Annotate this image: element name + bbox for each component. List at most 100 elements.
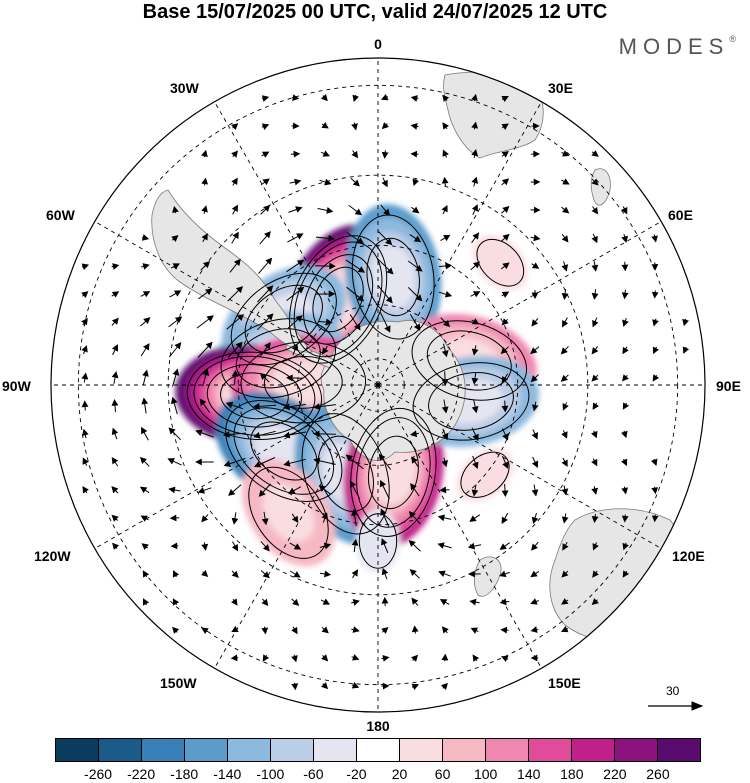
meridian-line [377, 384, 662, 549]
wind-arrow-head [592, 402, 599, 410]
wind-arrow-head [321, 654, 329, 662]
wind-arrow-head [111, 514, 119, 522]
wind-arrow-head [500, 347, 508, 355]
wind-arrow-head [254, 461, 262, 468]
wind-arrow-head [318, 485, 327, 492]
wind-arrow-head [202, 368, 210, 376]
wind-arrow-head [265, 257, 273, 265]
streamline-contour [233, 407, 335, 495]
wind-arrow-head [444, 290, 453, 298]
wind-arrow-head [236, 314, 245, 321]
wind-arrow-head [253, 431, 261, 439]
wind-arrow-head [168, 486, 176, 494]
streamline-contour [356, 417, 431, 528]
wind-arrow-head [172, 205, 179, 213]
wind-arrow-head [622, 374, 629, 382]
wind-arrow-head [231, 570, 239, 578]
wind-arrow-head [111, 486, 119, 494]
wind-arrow-head [173, 290, 182, 297]
wind-arrow-head [561, 264, 569, 272]
wind-arrow-head [261, 518, 269, 526]
wind-arrow-head [82, 486, 89, 494]
wind-arrow-head [562, 403, 569, 411]
wind-arrow-head [378, 453, 386, 461]
streamline-contour [460, 451, 510, 498]
wind-arrow-head [142, 369, 149, 377]
wind-arrow-head [531, 460, 539, 468]
wind-arrow-head [442, 149, 449, 157]
wind-arrow-head [591, 150, 599, 157]
madagascar [590, 168, 611, 206]
wind-arrow-head [352, 654, 360, 661]
wind-arrow-head [437, 542, 445, 549]
colorbar-tick-label: 100 [473, 766, 498, 782]
wind-arrow-head [652, 319, 659, 327]
wind-arrow-head [313, 457, 321, 465]
wind-arrow-head [592, 570, 599, 578]
wind-arrow-head [111, 317, 119, 325]
wind-arrow-head [441, 350, 449, 358]
wind-arrow-head [591, 374, 599, 382]
wind-arrow-head [328, 234, 336, 242]
wind-arrow-head [561, 459, 568, 467]
wind-arrow-head [621, 458, 628, 467]
wind-vectors [81, 93, 690, 691]
wind-arrow-head [354, 208, 363, 216]
wind-arrow-head [262, 544, 270, 552]
wind-arrow-head [381, 596, 389, 604]
wind-arrow-head [201, 205, 208, 213]
streamline-contour [250, 421, 318, 481]
wind-arrow-head [381, 538, 388, 546]
wind-arrow-head [172, 626, 180, 634]
wind-arrow-head [313, 403, 321, 411]
lon-label-150w: 150W [160, 675, 197, 691]
wind-arrow-head [233, 258, 241, 266]
wind-arrow-head [441, 379, 449, 386]
wind-arrow-head [354, 323, 361, 331]
wind-arrow-head [471, 204, 479, 212]
wind-arrow-head [652, 374, 660, 382]
wind-arrow-head [321, 512, 328, 520]
wind-arrow-head [562, 543, 569, 551]
wind-arrow-head [409, 569, 417, 577]
colorbar-tick-label: -140 [213, 766, 242, 782]
wind-arrow-head [381, 179, 388, 188]
landmasses [151, 71, 701, 643]
lon-label-90w: 90W [2, 378, 31, 394]
wind-arrow-head [530, 654, 538, 662]
wind-arrow-head [592, 320, 599, 328]
wind-arrow-head [652, 346, 659, 355]
wind-arrow-head [141, 397, 149, 405]
wind-arrow-head [206, 315, 214, 322]
wind-arrow-head [264, 342, 271, 350]
colorbar-segment [400, 739, 443, 761]
wind-arrow-head [561, 516, 569, 524]
colorbar-segment [615, 739, 658, 761]
wind-arrow-head [205, 341, 213, 349]
colorbar-tick-label: 60 [434, 766, 451, 782]
wind-arrow-head [383, 208, 390, 216]
wind-arrow-head [258, 489, 266, 497]
wind-arrow-head [81, 400, 89, 408]
wind-arrow-head [296, 233, 304, 240]
wind-arrow-head [501, 375, 509, 384]
colorbar-segment [99, 739, 142, 761]
wind-arrow-head [351, 150, 359, 159]
vector-scale-label: 30 [666, 684, 680, 698]
meridian-line [377, 101, 542, 386]
wind-arrow-head [562, 206, 570, 214]
streamline-contour [248, 466, 329, 559]
wind-arrow-head [111, 371, 119, 379]
colorbar-segment [658, 739, 700, 761]
meridian-line [94, 221, 379, 386]
wind-arrow-head [167, 458, 175, 465]
colorbar-segment [357, 739, 400, 761]
wind-arrow-head [261, 123, 270, 130]
colorbar-segment [443, 739, 486, 761]
wind-arrow-head [499, 570, 507, 578]
wind-arrow-head [502, 262, 510, 270]
modes-logo: MODES® [618, 34, 736, 59]
wind-arrow-head [562, 150, 570, 157]
colorbar-segment [529, 739, 572, 761]
wind-arrow-head [530, 375, 538, 383]
